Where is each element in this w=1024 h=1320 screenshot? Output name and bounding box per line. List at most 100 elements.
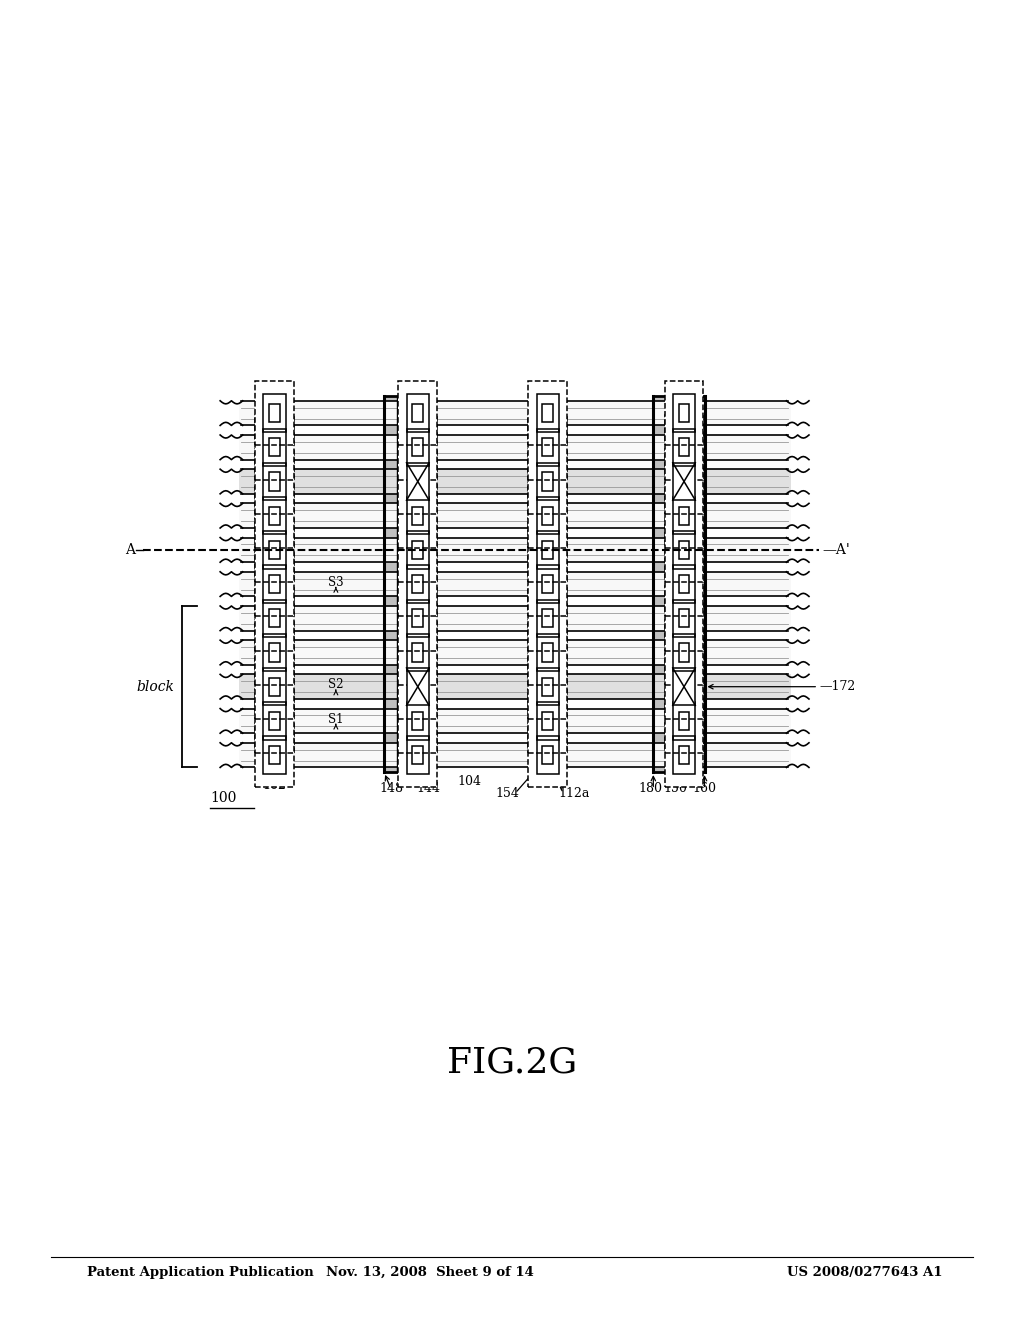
- Bar: [413, 746, 423, 764]
- Bar: [263, 565, 286, 603]
- Bar: [255, 517, 294, 582]
- Bar: [407, 668, 429, 705]
- Bar: [239, 401, 791, 425]
- Bar: [255, 620, 294, 685]
- Bar: [537, 737, 559, 774]
- Text: US 2008/0277643 A1: US 2008/0277643 A1: [786, 1266, 942, 1279]
- Bar: [269, 541, 280, 558]
- Bar: [269, 507, 280, 525]
- Bar: [239, 537, 791, 562]
- Bar: [413, 576, 423, 593]
- Bar: [384, 396, 435, 772]
- Text: FIG.2G: FIG.2G: [446, 1045, 578, 1080]
- Bar: [269, 677, 280, 696]
- Bar: [665, 449, 703, 513]
- Bar: [269, 438, 280, 457]
- Bar: [665, 723, 703, 788]
- Bar: [239, 606, 791, 631]
- Bar: [263, 634, 286, 672]
- Bar: [665, 552, 703, 616]
- Text: S1: S1: [328, 713, 343, 726]
- Bar: [537, 599, 559, 638]
- Bar: [398, 552, 437, 616]
- Bar: [537, 565, 559, 603]
- Bar: [528, 380, 567, 445]
- Bar: [407, 565, 429, 603]
- Bar: [543, 404, 553, 422]
- Bar: [665, 620, 703, 685]
- Bar: [679, 576, 689, 593]
- Bar: [673, 599, 695, 638]
- Text: 104: 104: [457, 775, 481, 788]
- Text: —172: —172: [819, 680, 855, 693]
- Bar: [673, 496, 695, 535]
- Bar: [528, 586, 567, 651]
- Bar: [537, 531, 559, 569]
- Bar: [255, 723, 294, 788]
- Bar: [528, 517, 567, 582]
- Bar: [665, 380, 703, 445]
- Bar: [398, 449, 437, 513]
- Bar: [665, 689, 703, 754]
- Bar: [653, 396, 705, 772]
- Bar: [543, 541, 553, 558]
- Bar: [263, 668, 286, 705]
- Bar: [673, 395, 695, 432]
- Bar: [407, 463, 429, 500]
- Bar: [673, 463, 695, 500]
- Bar: [413, 541, 423, 558]
- Bar: [239, 743, 791, 767]
- Bar: [665, 414, 703, 479]
- Bar: [398, 483, 437, 548]
- Text: 148: 148: [379, 781, 403, 795]
- Bar: [407, 634, 429, 672]
- Bar: [528, 552, 567, 616]
- Bar: [413, 507, 423, 525]
- Text: —A': —A': [822, 543, 850, 557]
- Bar: [269, 404, 280, 422]
- Bar: [528, 414, 567, 479]
- Bar: [239, 675, 791, 700]
- Bar: [269, 473, 280, 491]
- Text: 154: 154: [495, 787, 519, 800]
- Bar: [239, 436, 791, 459]
- Bar: [537, 463, 559, 500]
- Bar: [407, 702, 429, 739]
- Bar: [398, 620, 437, 685]
- Bar: [537, 668, 559, 705]
- Bar: [543, 711, 553, 730]
- Text: 180: 180: [638, 781, 663, 795]
- Bar: [528, 449, 567, 513]
- Bar: [543, 576, 553, 593]
- Bar: [679, 610, 689, 627]
- Bar: [413, 711, 423, 730]
- Bar: [537, 496, 559, 535]
- Bar: [255, 655, 294, 719]
- Bar: [398, 414, 437, 479]
- Bar: [263, 429, 286, 466]
- Bar: [263, 737, 286, 774]
- Bar: [537, 634, 559, 672]
- Bar: [537, 395, 559, 432]
- Bar: [665, 517, 703, 582]
- Bar: [679, 643, 689, 661]
- Text: 112a: 112a: [558, 787, 590, 800]
- Bar: [543, 677, 553, 696]
- Text: A: A: [125, 543, 135, 557]
- Bar: [263, 463, 286, 500]
- Bar: [679, 438, 689, 457]
- Bar: [679, 507, 689, 525]
- Bar: [679, 746, 689, 764]
- Bar: [673, 702, 695, 739]
- Bar: [255, 449, 294, 513]
- Bar: [537, 702, 559, 739]
- Bar: [543, 610, 553, 627]
- Bar: [407, 531, 429, 569]
- Bar: [673, 429, 695, 466]
- Bar: [673, 565, 695, 603]
- Bar: [239, 709, 791, 733]
- Bar: [679, 541, 689, 558]
- Bar: [528, 723, 567, 788]
- Bar: [255, 689, 294, 754]
- Bar: [407, 395, 429, 432]
